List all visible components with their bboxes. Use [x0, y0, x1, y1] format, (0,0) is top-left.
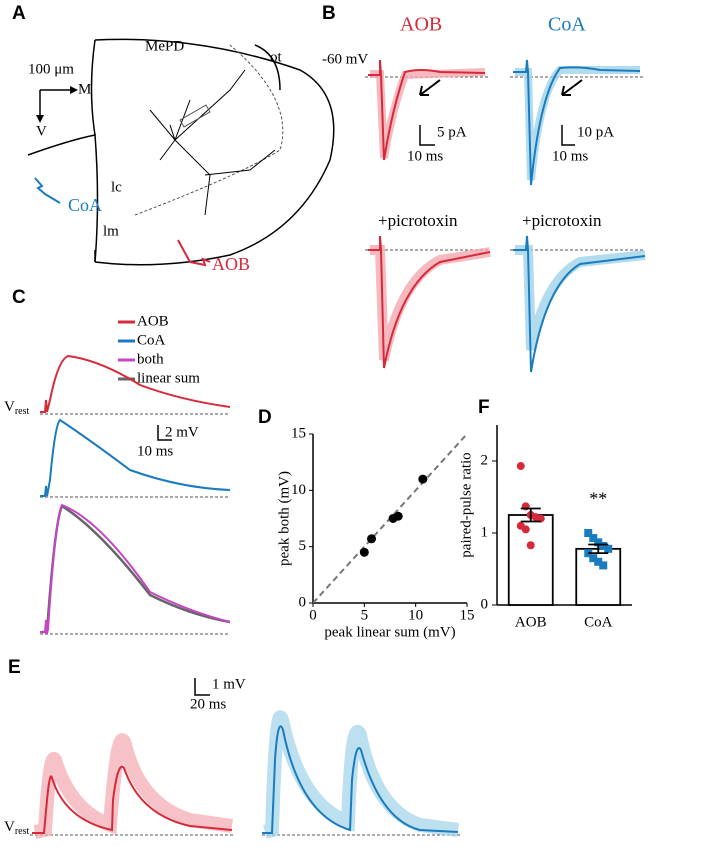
x-tick-label: 5 [361, 607, 369, 623]
axis-label: V [36, 123, 47, 139]
region-label: lc [111, 179, 122, 195]
holding-label: -60 mV [322, 51, 368, 67]
point [418, 474, 428, 484]
y-tick-label: 5 [299, 538, 307, 554]
input-label: AOB [212, 254, 250, 274]
x-tick-label: 15 [460, 607, 475, 623]
error-bar [520, 507, 541, 523]
scale-label: 10 pA [577, 124, 614, 140]
vrest-sub: rest [15, 406, 30, 417]
condition-label: +picrotoxin [522, 211, 602, 230]
region-label: lm [103, 223, 119, 239]
y-tick-label: 0 [299, 594, 307, 610]
vrest-main: V [4, 399, 15, 415]
scale-label: 100 μm [28, 61, 74, 77]
y-tick-label: 1 [481, 524, 489, 540]
panel-label: E [8, 657, 21, 678]
y-tick-label: 10 [291, 482, 306, 498]
legend-label: linear sum [137, 370, 200, 386]
scale-label: 10 ms [137, 443, 173, 459]
vrest-label: Vrest [4, 819, 30, 837]
x-tick-label: AOB [515, 614, 547, 630]
x-tick-label: 0 [309, 607, 317, 623]
axis-label: M [78, 81, 91, 97]
point [604, 544, 613, 553]
legend: AOB CoA both linear sum [118, 313, 200, 386]
point [599, 541, 608, 550]
region-label: MePD [145, 38, 184, 54]
scale-label: 5 pA [437, 124, 467, 140]
point [359, 547, 369, 557]
vrest-label: Vrest [4, 399, 30, 417]
point [594, 538, 603, 547]
panel-label: D [258, 407, 272, 428]
condition-label: +picrotoxin [378, 211, 458, 230]
panel-label: C [12, 287, 26, 308]
error-bar [588, 543, 609, 555]
point [521, 525, 530, 534]
legend-label: both [137, 351, 164, 367]
trace-title: CoA [548, 14, 586, 36]
traces-e [30, 678, 460, 839]
legend-label: AOB [137, 313, 169, 329]
scale-label: 20 ms [190, 696, 226, 712]
vrest-sub: rest [15, 826, 30, 837]
y-tick-label: 0 [481, 596, 489, 612]
point [584, 529, 593, 537]
point [393, 511, 403, 521]
y-axis-label: paired-pulse ratio [458, 452, 474, 557]
point [516, 462, 525, 471]
scale-label: 1 mV [212, 676, 246, 692]
bar [575, 547, 622, 606]
vrest-main: V [4, 819, 15, 835]
scale-label: 2 mV [165, 424, 199, 440]
bar [507, 514, 554, 606]
traces-c [40, 354, 231, 636]
traces-b [365, 59, 646, 373]
y-axis-label: peak both (mV) [276, 471, 292, 566]
annotation: ** [589, 489, 607, 509]
input-label: CoA [68, 195, 102, 215]
point [589, 534, 598, 543]
point [367, 534, 377, 544]
x-tick-label: 10 [408, 607, 423, 623]
y-tick-label: 2 [481, 452, 489, 468]
scale-label: 10 ms [407, 148, 443, 164]
x-axis-label: peak linear sum (mV) [324, 624, 455, 640]
y-tick-label: 15 [291, 425, 306, 441]
legend-label: CoA [137, 332, 166, 348]
point [526, 541, 535, 550]
panel-label: F [478, 397, 490, 418]
panel-label: B [322, 3, 336, 24]
point [594, 557, 603, 566]
x-tick-label: CoA [584, 614, 613, 630]
panel-label: A [12, 3, 26, 24]
trace-title: AOB [400, 14, 442, 36]
point [589, 554, 598, 563]
region-label: ot [270, 49, 283, 65]
scale-label: 10 ms [552, 148, 588, 164]
brain-outline [27, 38, 335, 267]
point [599, 561, 608, 570]
